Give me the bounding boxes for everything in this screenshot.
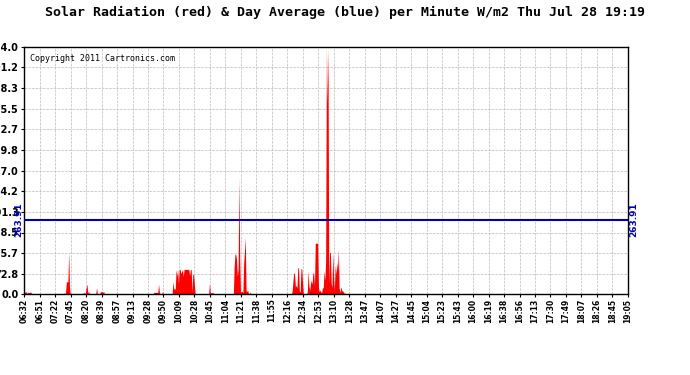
Text: 263.91: 263.91 [629, 202, 638, 237]
Text: 263.91: 263.91 [14, 202, 23, 237]
Text: Copyright 2011 Cartronics.com: Copyright 2011 Cartronics.com [30, 54, 175, 63]
Text: Solar Radiation (red) & Day Average (blue) per Minute W/m2 Thu Jul 28 19:19: Solar Radiation (red) & Day Average (blu… [45, 6, 645, 19]
